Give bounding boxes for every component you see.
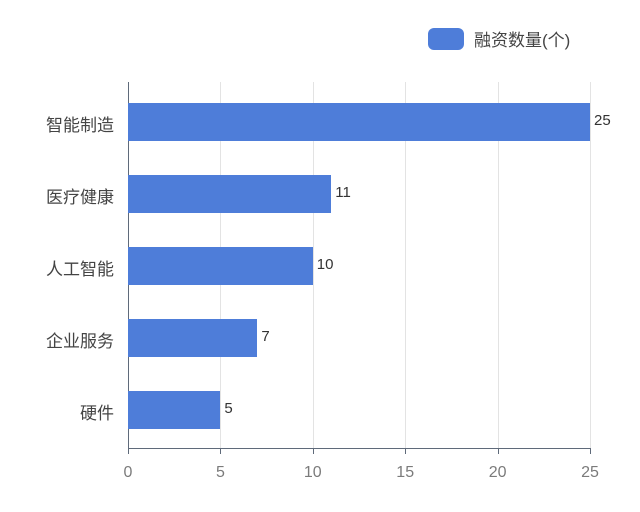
bar-value: 25 (594, 112, 611, 129)
x-tick (590, 448, 591, 454)
bar (128, 175, 331, 213)
x-axis-label: 5 (216, 464, 225, 482)
y-axis-label: 医疗健康 (46, 183, 114, 208)
legend-label: 融资数量(个) (474, 26, 570, 51)
x-axis-label: 20 (489, 464, 507, 482)
legend-swatch (428, 28, 464, 50)
bar (128, 103, 590, 141)
bar-value: 5 (224, 400, 232, 417)
x-axis-label: 15 (396, 464, 414, 482)
gridline (590, 82, 591, 448)
plot-area: 051015202525111075 (128, 82, 590, 448)
bar (128, 247, 313, 285)
y-axis-label: 企业服务 (46, 327, 114, 352)
bar-value: 11 (335, 184, 351, 201)
y-axis-label: 智能制造 (46, 111, 114, 136)
bar (128, 391, 220, 429)
x-axis-label: 0 (124, 464, 133, 482)
funding-bar-chart: 融资数量(个) 0 5 10 15 20 25 25 11 10 7 5 智能制造医疗健康人工智能企… (0, 0, 640, 512)
legend: 融资数量(个) (428, 26, 570, 51)
bar-value: 7 (261, 328, 269, 345)
bar-value: 10 (317, 256, 334, 273)
y-axis-label: 硬件 (80, 399, 114, 424)
x-axis-line (128, 448, 590, 449)
y-axis-label: 人工智能 (46, 255, 114, 280)
bar (128, 319, 257, 357)
x-axis-label: 25 (581, 464, 599, 482)
x-axis-label: 10 (304, 464, 322, 482)
